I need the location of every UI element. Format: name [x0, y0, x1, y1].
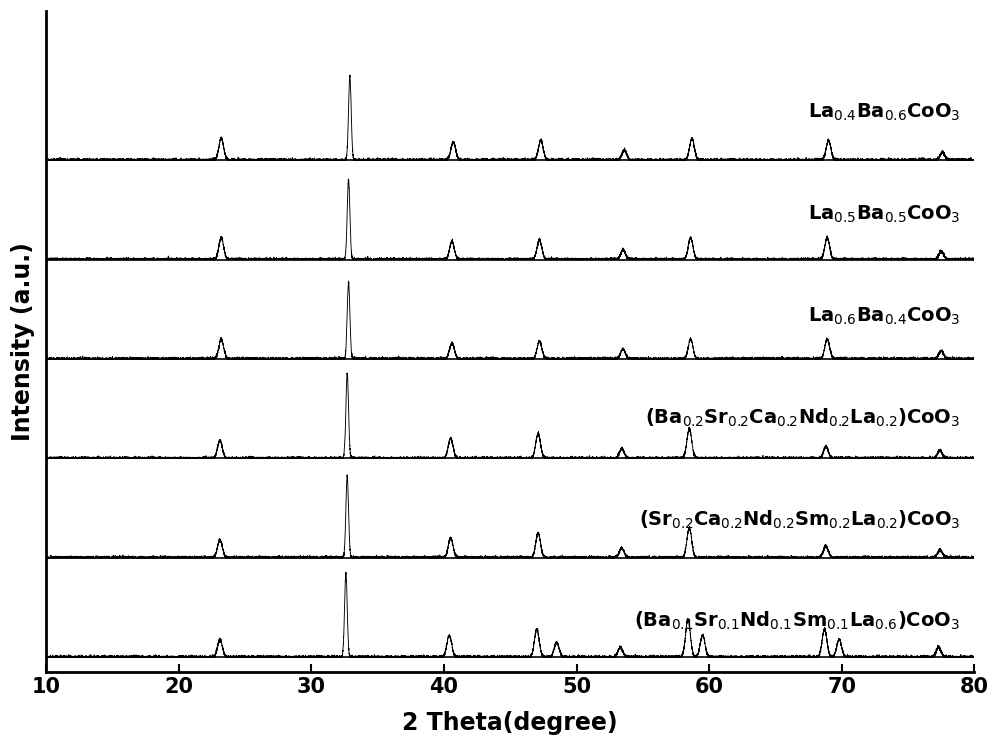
Text: (Sr$_{0.2}$Ca$_{0.2}$Nd$_{0.2}$Sm$_{0.2}$La$_{0.2}$)CoO$_3$: (Sr$_{0.2}$Ca$_{0.2}$Nd$_{0.2}$Sm$_{0.2}…	[639, 509, 960, 530]
Y-axis label: Intensity (a.u.): Intensity (a.u.)	[11, 242, 35, 441]
Text: La$_{0.4}$Ba$_{0.6}$CoO$_3$: La$_{0.4}$Ba$_{0.6}$CoO$_3$	[808, 102, 960, 123]
Text: (Ba$_{0.2}$Sr$_{0.2}$Ca$_{0.2}$Nd$_{0.2}$La$_{0.2}$)CoO$_3$: (Ba$_{0.2}$Sr$_{0.2}$Ca$_{0.2}$Nd$_{0.2}…	[645, 407, 960, 429]
X-axis label: 2 Theta(degree): 2 Theta(degree)	[402, 711, 618, 735]
Text: La$_{0.5}$Ba$_{0.5}$CoO$_3$: La$_{0.5}$Ba$_{0.5}$CoO$_3$	[808, 204, 960, 225]
Text: (Ba$_{0.1}$Sr$_{0.1}$Nd$_{0.1}$Sm$_{0.1}$La$_{0.6}$)CoO$_3$: (Ba$_{0.1}$Sr$_{0.1}$Nd$_{0.1}$Sm$_{0.1}…	[634, 610, 960, 633]
Text: La$_{0.6}$Ba$_{0.4}$CoO$_3$: La$_{0.6}$Ba$_{0.4}$CoO$_3$	[808, 306, 960, 327]
